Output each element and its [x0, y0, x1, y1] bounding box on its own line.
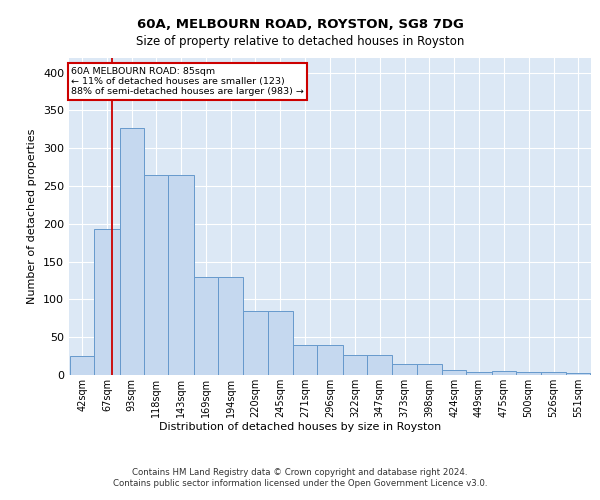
Bar [218, 276, 244, 375]
Bar [541, 372, 566, 375]
Bar [491, 371, 516, 375]
Bar [516, 372, 541, 375]
Bar [392, 364, 416, 375]
Bar [466, 372, 491, 375]
Bar [343, 356, 367, 375]
Text: 60A MELBOURN ROAD: 85sqm
← 11% of detached houses are smaller (123)
88% of semi-: 60A MELBOURN ROAD: 85sqm ← 11% of detach… [71, 66, 304, 96]
Bar [169, 174, 194, 375]
Text: Distribution of detached houses by size in Royston: Distribution of detached houses by size … [159, 422, 441, 432]
Bar [566, 372, 590, 375]
Bar [442, 370, 466, 375]
Bar [268, 310, 293, 375]
Bar [144, 174, 169, 375]
Bar [70, 356, 94, 375]
Bar [244, 310, 268, 375]
Text: Size of property relative to detached houses in Royston: Size of property relative to detached ho… [136, 35, 464, 48]
Bar [194, 276, 218, 375]
Bar [416, 364, 442, 375]
Bar [119, 128, 144, 375]
Bar [293, 345, 317, 375]
Bar [317, 345, 343, 375]
Bar [367, 356, 392, 375]
Text: Contains HM Land Registry data © Crown copyright and database right 2024.
Contai: Contains HM Land Registry data © Crown c… [113, 468, 487, 487]
Bar [94, 229, 119, 375]
Text: 60A, MELBOURN ROAD, ROYSTON, SG8 7DG: 60A, MELBOURN ROAD, ROYSTON, SG8 7DG [137, 18, 463, 30]
Y-axis label: Number of detached properties: Number of detached properties [28, 128, 37, 304]
